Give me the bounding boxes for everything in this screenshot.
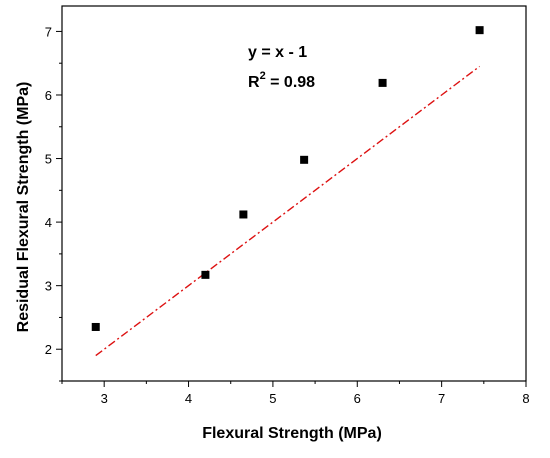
- y-tick-label: 6: [45, 88, 52, 103]
- data-points: [91, 26, 484, 331]
- data-point: [378, 78, 387, 87]
- y-tick-label: 7: [45, 24, 52, 39]
- y-axis-title: Residual Flexural Strength (MPa): [15, 82, 32, 333]
- data-point: [475, 26, 484, 35]
- data-point: [239, 210, 248, 219]
- r-squared-value: = 0.98: [266, 74, 315, 91]
- r-squared-superscript: 2: [260, 70, 266, 82]
- x-tick-label: 6: [354, 391, 361, 406]
- equation-annotation: y = x - 1: [248, 44, 307, 61]
- y-tick-label: 4: [45, 215, 52, 230]
- axes: 3 4 5 6 7 8 2 3 4 5 6 7: [45, 5, 530, 406]
- y-tick-label: 2: [45, 342, 52, 357]
- x-tick-label: 3: [101, 391, 108, 406]
- y-tick-label: 3: [45, 279, 52, 294]
- fit-line-group: [95, 65, 481, 357]
- fit-line: [95, 65, 481, 357]
- data-point: [201, 270, 210, 279]
- data-point: [91, 322, 100, 331]
- x-axis-title: Flexural Strength (MPa): [202, 425, 382, 442]
- r-squared-prefix: R: [248, 74, 260, 91]
- plot-frame: [61, 5, 527, 382]
- data-point: [300, 155, 309, 164]
- x-tick-label: 5: [269, 391, 276, 406]
- x-tick-label: 7: [438, 391, 445, 406]
- y-tick-label: 5: [45, 152, 52, 167]
- r-squared-annotation: R2 = 0.98: [248, 70, 315, 91]
- x-tick-label: 4: [185, 391, 192, 406]
- x-tick-label: 8: [522, 391, 529, 406]
